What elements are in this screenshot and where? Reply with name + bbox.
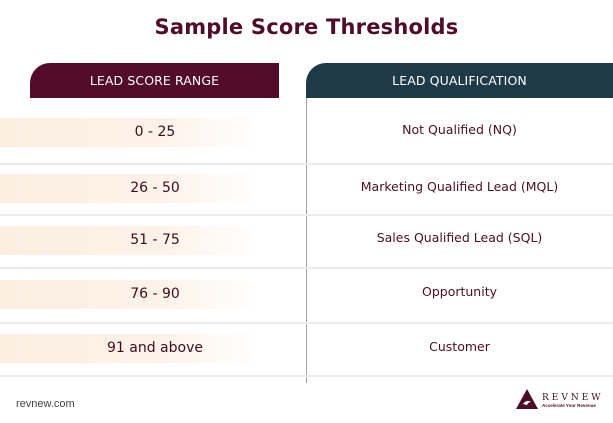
row-divider bbox=[0, 322, 613, 324]
logo-name: REVNEW bbox=[542, 393, 604, 404]
row-divider bbox=[0, 375, 613, 377]
range-band bbox=[0, 174, 260, 203]
range-cell: 26 - 50 bbox=[130, 180, 180, 196]
range-band bbox=[0, 118, 260, 147]
range-band bbox=[0, 226, 260, 255]
mountain-triangle-icon bbox=[515, 388, 539, 415]
range-band bbox=[0, 334, 260, 363]
row-divider bbox=[0, 163, 613, 165]
header-label: LEAD SCORE RANGE bbox=[89, 73, 220, 88]
qualification-cell: Opportunity bbox=[421, 284, 497, 299]
header-label: LEAD QUALIFICATION bbox=[392, 73, 527, 88]
header-lead-score-range: LEAD SCORE RANGE bbox=[30, 63, 279, 98]
page-title: Sample Score Thresholds bbox=[154, 15, 459, 39]
range-cell: 51 - 75 bbox=[130, 232, 180, 248]
range-band bbox=[0, 280, 260, 309]
range-cell: 91 and above bbox=[107, 340, 203, 356]
qualification-cell: Not Qualified (NQ) bbox=[402, 122, 517, 137]
column-divider bbox=[306, 98, 307, 383]
revnew-logo: REVNEW Accelerate Your Revenue bbox=[515, 388, 604, 415]
row-divider bbox=[0, 267, 613, 269]
logo-tagline: Accelerate Your Revenue bbox=[542, 403, 596, 409]
qualification-cell: Marketing Qualified Lead (MQL) bbox=[360, 179, 559, 194]
qualification-cell: Sales Qualified Lead (SQL) bbox=[376, 230, 543, 245]
range-cell: 76 - 90 bbox=[130, 286, 180, 302]
qualification-cell: Customer bbox=[429, 339, 490, 354]
row-divider bbox=[0, 214, 613, 216]
header-lead-qualification: LEAD QUALIFICATION bbox=[306, 63, 613, 98]
footer-url: revnew.com bbox=[16, 398, 75, 410]
range-cell: 0 - 25 bbox=[134, 124, 176, 140]
